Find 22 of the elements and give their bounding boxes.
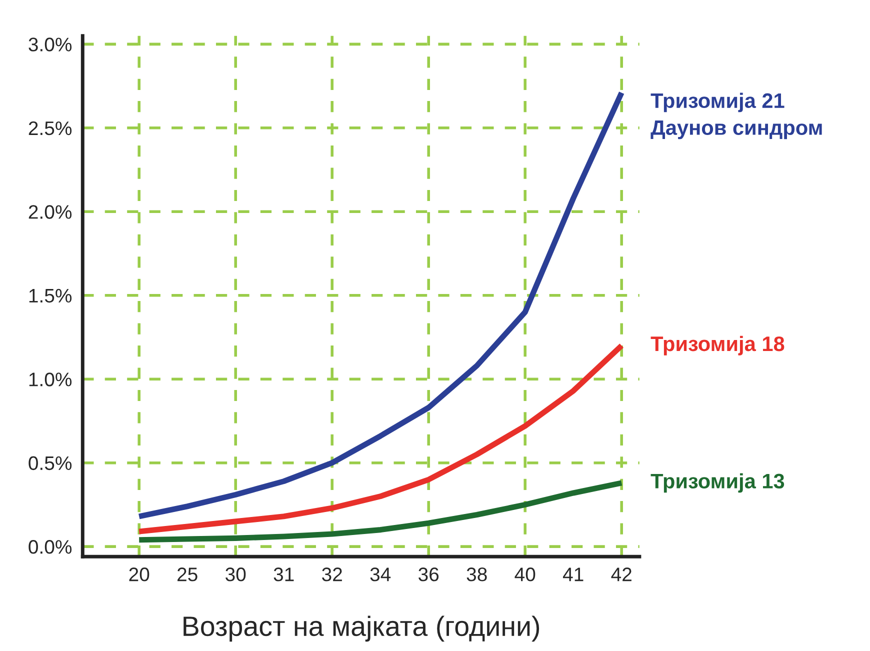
series-label: Тризомија 13 [650,473,784,493]
x-tick-label: 30 [226,568,246,582]
x-tick-label: 36 [418,568,439,582]
x-tick-label: 32 [322,568,342,582]
x-tick-label: 42 [611,568,632,582]
series-label: Тризомија 21 Даунов синдром [650,92,822,140]
y-tick-label: 0.5% [28,456,72,470]
y-tick-label: 1.0% [29,372,72,386]
series-label: Тризомија 18 [650,336,784,356]
x-tick-label: 20 [129,568,150,582]
x-tick-label: 38 [466,568,487,582]
x-tick-label: 34 [370,568,391,582]
x-axis-title: Возраст на мајката (години) [184,616,540,642]
y-tick-label: 1.5% [29,288,72,303]
x-tick-label: 40 [514,568,536,582]
y-tick-label: 0.0% [28,540,72,554]
x-tick-label: 25 [178,568,198,582]
y-tick-label: 2.5% [28,121,72,136]
x-tick-label: 31 [274,568,294,582]
x-tick-label: 41 [562,568,584,582]
y-tick-label: 2.0% [28,205,72,219]
y-tick-label: 3.0% [28,38,72,52]
